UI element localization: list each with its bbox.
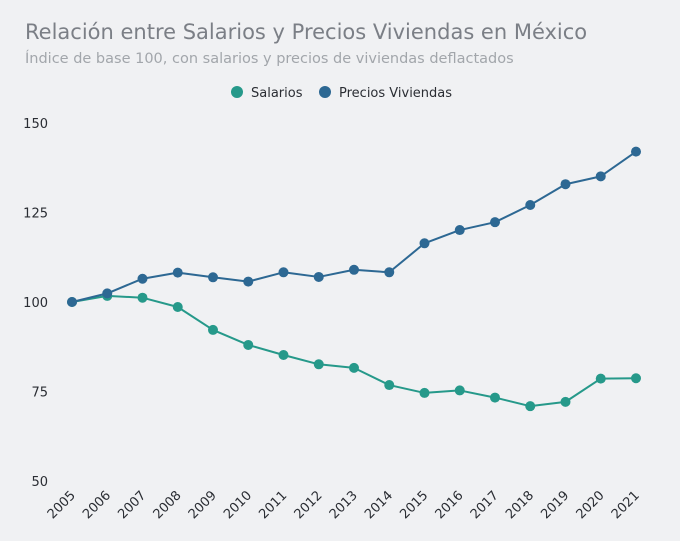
data-point-precios-viviendas [631, 146, 641, 157]
data-point-salarios [560, 396, 571, 407]
x-tick-label: 2007 [115, 488, 149, 522]
data-point-precios-viviendas [243, 276, 254, 287]
data-point-salarios [454, 385, 465, 396]
x-tick-label: 2006 [80, 488, 114, 522]
data-point-salarios [208, 324, 218, 335]
legend-marker-precios-viviendas [319, 86, 331, 98]
x-axis: 2005 2006 2007 2008 2009 2010 2011 2012 2013 2014… [45, 488, 643, 522]
x-tick-label: 2021 [609, 488, 643, 522]
data-point-salarios [313, 359, 324, 370]
data-point-precios-viviendas [313, 271, 324, 282]
data-point-precios-viviendas [419, 238, 430, 249]
chart-title: Relación entre Salarios y Precios Vivien… [25, 20, 588, 44]
data-point-salarios [595, 373, 606, 384]
x-tick-label: 2018 [503, 488, 537, 522]
data-point-precios-viviendas [102, 288, 113, 299]
series-line-salarios [71, 294, 637, 408]
data-point-salarios [419, 387, 430, 398]
data-point-precios-viviendas [525, 199, 536, 210]
data-point-precios-viviendas [67, 297, 77, 307]
data-point-precios-viviendas [208, 272, 218, 283]
y-axis: 50 75 100 125 150 [23, 117, 48, 490]
series-salarios [67, 290, 641, 412]
x-tick-label: 2020 [574, 488, 608, 522]
x-tick-label: 2014 [362, 488, 396, 522]
data-point-salarios [137, 292, 148, 303]
data-point-precios-viviendas [595, 171, 606, 182]
plot-area [67, 146, 641, 412]
data-point-precios-viviendas [454, 225, 465, 236]
x-tick-label: 2015 [397, 488, 431, 522]
legend-item-precios-viviendas: Precios Viviendas [319, 86, 452, 101]
data-point-salarios [349, 362, 359, 373]
y-tick-label: 75 [31, 386, 48, 401]
data-point-salarios [243, 339, 254, 350]
y-tick-label: 125 [23, 207, 48, 222]
x-tick-label: 2019 [538, 488, 572, 522]
x-tick-label: 2012 [292, 488, 326, 522]
x-tick-label: 2013 [327, 488, 361, 522]
data-point-salarios [278, 349, 289, 360]
data-point-salarios [525, 401, 536, 412]
data-point-salarios [384, 380, 395, 391]
data-point-salarios [490, 392, 500, 403]
data-point-salarios [172, 302, 183, 313]
data-point-precios-viviendas [349, 264, 359, 275]
y-tick-label: 50 [31, 475, 48, 490]
x-tick-label: 2017 [468, 488, 502, 522]
legend-marker-salarios [231, 86, 243, 98]
x-tick-label: 2008 [151, 488, 185, 522]
y-tick-label: 100 [23, 296, 48, 311]
data-point-precios-viviendas [384, 267, 395, 278]
series-line-precios-viviendas [71, 150, 637, 303]
y-tick-label: 150 [23, 117, 48, 132]
legend: Salarios Precios Viviendas [231, 86, 452, 101]
x-tick-label: 2016 [433, 488, 467, 522]
data-point-salarios [631, 373, 641, 384]
data-point-precios-viviendas [137, 273, 148, 284]
data-point-precios-viviendas [172, 267, 183, 278]
x-tick-label: 2005 [45, 488, 79, 522]
data-point-precios-viviendas [560, 179, 571, 190]
legend-item-salarios: Salarios [231, 86, 303, 101]
legend-label-salarios: Salarios [251, 86, 303, 101]
x-tick-label: 2009 [186, 488, 220, 522]
x-tick-label: 2011 [256, 488, 290, 522]
series-precios-viviendas [67, 146, 641, 307]
data-point-precios-viviendas [490, 217, 500, 228]
data-point-precios-viviendas [278, 267, 289, 278]
chart-subtitle: Índice de base 100, con salarios y preci… [25, 51, 514, 67]
legend-label-precios-viviendas: Precios Viviendas [339, 86, 452, 101]
x-tick-label: 2010 [221, 488, 255, 522]
